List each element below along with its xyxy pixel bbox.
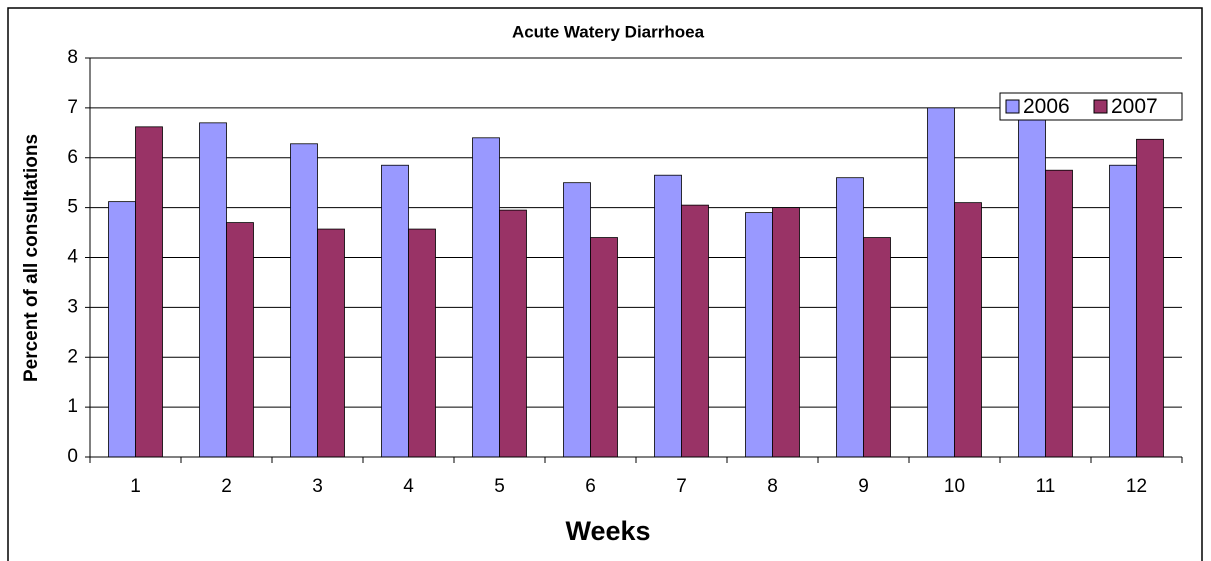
x-tick-label: 10 — [944, 476, 965, 497]
bar — [654, 174, 682, 458]
bar — [954, 202, 982, 458]
y-tick-label: 0 — [67, 446, 78, 467]
legend-box — [999, 92, 1183, 121]
bar — [681, 204, 709, 458]
x-tick-label: 6 — [585, 476, 596, 497]
y-axis-label: Percent of all consultations — [21, 134, 42, 382]
bar — [863, 237, 891, 458]
y-tick-label: 1 — [67, 396, 78, 417]
bar — [590, 237, 618, 458]
bar — [1109, 164, 1137, 458]
bar — [226, 222, 254, 458]
bar — [290, 143, 318, 458]
x-tick-label: 2 — [221, 476, 232, 497]
x-tick-label: 5 — [494, 476, 505, 497]
bar — [1136, 138, 1164, 458]
bar — [772, 207, 800, 458]
x-tick-label: 9 — [858, 476, 869, 497]
bar — [563, 182, 591, 458]
bar — [499, 209, 527, 458]
y-tick-label: 4 — [67, 247, 78, 268]
x-tick-label: 3 — [312, 476, 323, 497]
legend-label: 2007 — [1111, 95, 1158, 118]
bar — [108, 201, 136, 458]
bar — [745, 212, 773, 458]
y-tick-label: 6 — [67, 147, 78, 168]
bar — [472, 137, 500, 458]
bar — [317, 228, 345, 458]
legend-swatch — [1005, 99, 1020, 114]
bar — [927, 107, 955, 458]
x-tick-label: 12 — [1126, 476, 1147, 497]
x-tick-label: 4 — [403, 476, 414, 497]
x-tick-label: 7 — [676, 476, 687, 497]
bar — [381, 164, 409, 458]
x-tick-label: 8 — [767, 476, 778, 497]
bar — [836, 177, 864, 458]
bar — [199, 122, 227, 458]
y-tick-label: 5 — [67, 197, 78, 218]
legend-label: 2006 — [1023, 95, 1070, 118]
bar — [135, 126, 163, 458]
bar — [408, 228, 436, 458]
bar — [1045, 169, 1073, 458]
x-tick-label: 11 — [1036, 476, 1056, 497]
bar — [1018, 95, 1046, 458]
x-tick-label: 1 — [130, 476, 141, 497]
y-tick-label: 8 — [67, 47, 78, 68]
y-tick-label: 2 — [67, 346, 78, 367]
x-axis-label: Weeks — [565, 516, 650, 546]
y-tick-label: 3 — [67, 296, 78, 317]
y-tick-label: 7 — [67, 97, 78, 118]
legend-swatch — [1093, 99, 1108, 114]
chart-title: Acute Watery Diarrhoea — [512, 22, 705, 41]
